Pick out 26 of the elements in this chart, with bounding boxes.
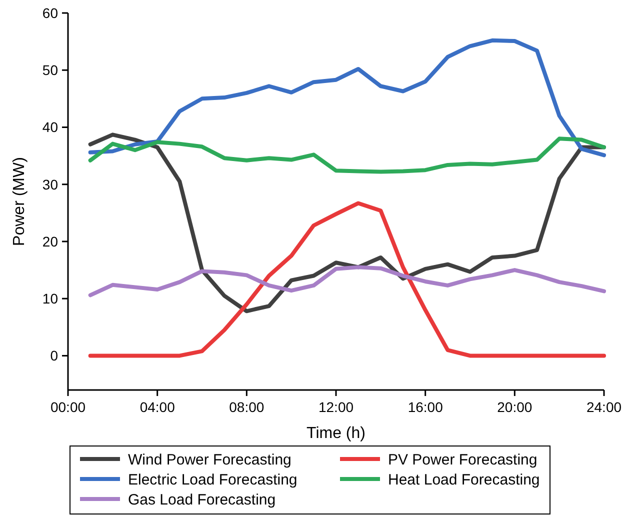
legend-label: PV Power Forecasting (388, 451, 538, 468)
x-tick-label: 16:00 (408, 399, 444, 415)
line-series (88, 265, 606, 298)
legend-label: Heat Load Forecasting (388, 471, 540, 488)
x-tick-label: 00:00 (50, 399, 86, 415)
y-tick-label: 0 (50, 348, 58, 364)
x-tick-label: 08:00 (229, 399, 264, 415)
line-series (88, 132, 606, 314)
y-tick-label: 40 (42, 119, 58, 136)
line-series (88, 38, 606, 158)
line-series (88, 201, 606, 358)
x-tick-label: 12:00 (318, 399, 354, 415)
x-axis-title: Time (h) (306, 425, 366, 442)
legend-label: Gas Load Forecasting (128, 491, 276, 508)
x-tick-label: 04:00 (140, 399, 176, 415)
y-tick-label: 50 (42, 62, 58, 78)
y-tick-label: 10 (42, 290, 58, 307)
y-tick-label: 30 (42, 176, 58, 192)
y-tick-label: 20 (42, 233, 58, 250)
legend-label: Electric Load Forecasting (128, 471, 298, 488)
legend-label: Wind Power Forecasting (128, 451, 292, 468)
line-series (88, 136, 606, 174)
y-tick-label: 60 (42, 4, 58, 21)
x-tick-label: 24:00 (586, 399, 622, 415)
x-tick-label: 20:00 (497, 399, 532, 415)
y-axis-title: Power (MW) (11, 157, 28, 246)
